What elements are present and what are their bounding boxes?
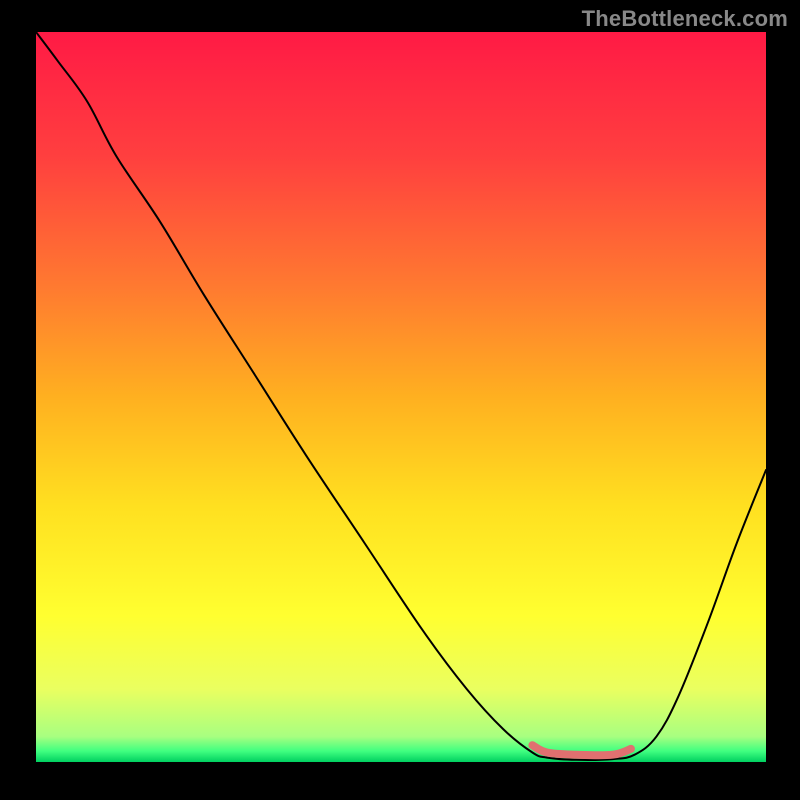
chart-container: TheBottleneck.com (0, 0, 800, 800)
optimal-range-highlight (532, 745, 631, 755)
curve-layer (36, 32, 766, 762)
watermark-label: TheBottleneck.com (582, 6, 788, 32)
plot-area (36, 32, 766, 762)
bottleneck-curve-path (36, 32, 766, 760)
